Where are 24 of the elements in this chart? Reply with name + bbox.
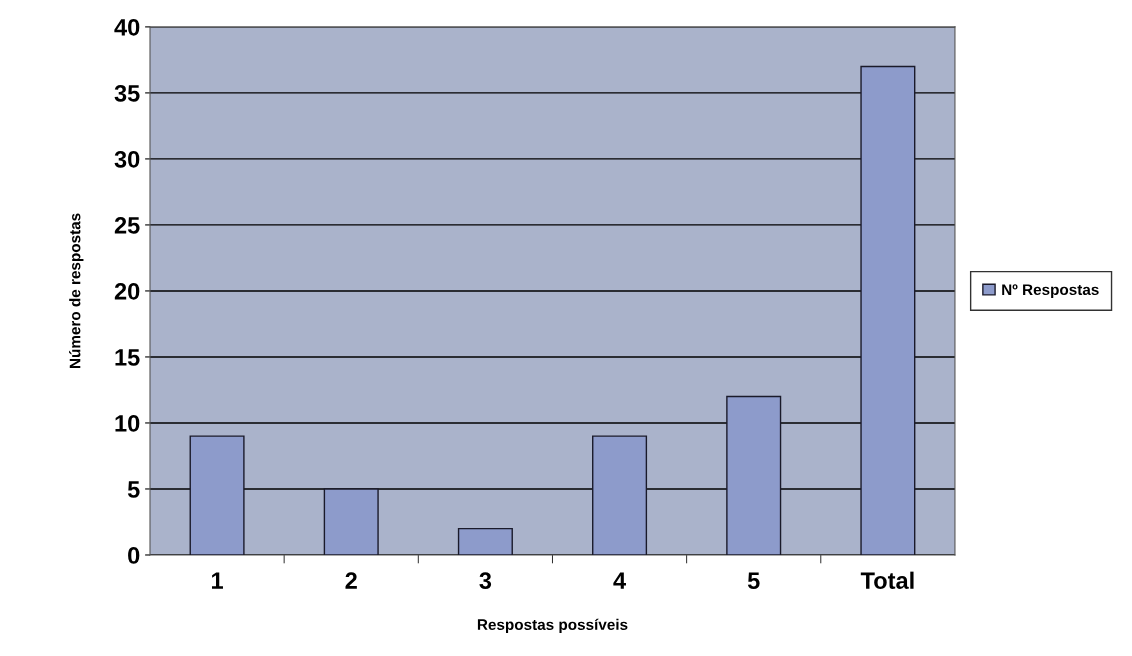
y-tick-label: 20 <box>114 283 140 300</box>
x-tick-label: Total <box>860 571 914 589</box>
bar <box>323 488 379 555</box>
y-tick-label: 40 <box>114 18 140 36</box>
x-tick-label: 1 <box>211 572 223 589</box>
bar <box>860 65 916 555</box>
x-tick-label: 2 <box>345 572 357 589</box>
x-tick-label: 4 <box>613 572 626 589</box>
bar <box>189 435 245 555</box>
x-axis-title: Respostas possíveis <box>477 618 628 634</box>
x-tick-label: 5 <box>747 572 760 589</box>
bar <box>457 527 513 555</box>
y-tick-label: 10 <box>115 415 140 432</box>
bar <box>726 395 782 555</box>
y-tick-label: 25 <box>114 216 140 234</box>
y-tick-label: 0 <box>128 547 140 564</box>
legend-label: Nº Respostas <box>1002 284 1099 299</box>
y-tick-label: 5 <box>127 481 140 498</box>
y-axis-title: Número de respostas <box>69 213 84 369</box>
x-tick-label: 3 <box>479 572 492 590</box>
y-tick-label: 15 <box>115 349 140 366</box>
y-tick-label: 35 <box>114 84 140 102</box>
y-tick-label: 30 <box>114 150 140 168</box>
bar <box>592 435 648 555</box>
